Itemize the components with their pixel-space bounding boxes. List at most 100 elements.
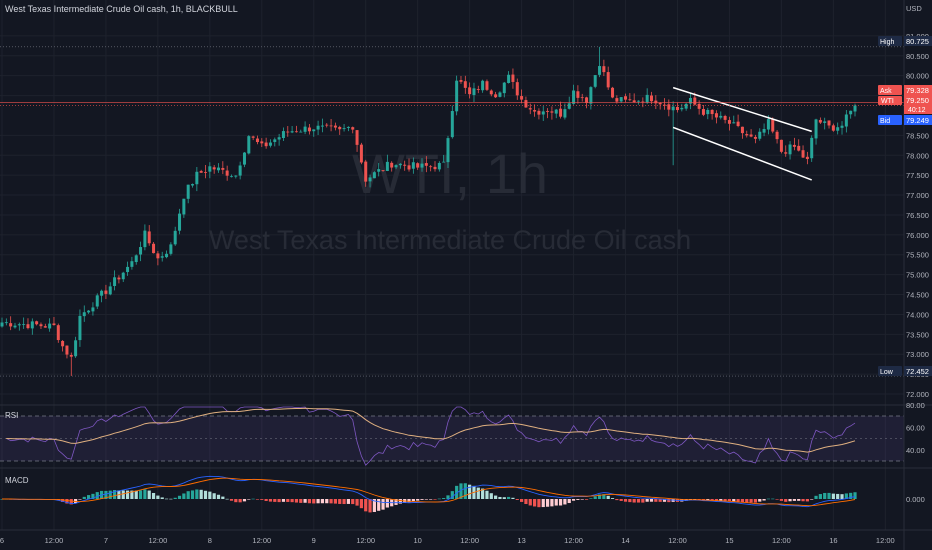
macd-histogram-bar bbox=[450, 491, 454, 499]
candle-body bbox=[186, 184, 190, 199]
candle-body bbox=[697, 103, 701, 109]
macd-histogram-bar bbox=[160, 497, 164, 499]
macd-histogram-bar bbox=[398, 499, 402, 504]
candle-body bbox=[840, 125, 844, 128]
rsi-axis: 80.00 60.00 40.00 bbox=[906, 401, 925, 455]
candle-body bbox=[17, 324, 21, 326]
macd-histogram-bar bbox=[507, 496, 511, 499]
candle-body bbox=[281, 131, 285, 139]
high-value-box bbox=[904, 36, 932, 46]
macd-histogram-bar bbox=[710, 499, 714, 501]
candle-body bbox=[853, 105, 857, 112]
candle-body bbox=[95, 295, 99, 307]
macd-histogram-bar bbox=[567, 499, 571, 504]
time-tick-label: 12:00 bbox=[668, 536, 687, 545]
candle-body bbox=[117, 277, 121, 280]
candle-body bbox=[204, 172, 208, 173]
macd-histogram-bar bbox=[182, 493, 186, 499]
price-tick-label: 73.500 bbox=[906, 330, 929, 339]
trend-channel[interactable] bbox=[672, 86, 812, 181]
price-markers: High 80.725 Ask 79.328 WTI 79.250 40:12 Bid 79.2… bbox=[878, 36, 932, 376]
currency-label: USD bbox=[906, 4, 922, 13]
macd-histogram-bar bbox=[520, 499, 524, 502]
price-tick-label: 77.000 bbox=[906, 191, 929, 200]
candle-body bbox=[139, 247, 143, 255]
macd-histogram-bar bbox=[234, 499, 238, 503]
macd-histogram-bar bbox=[554, 499, 558, 506]
macd-histogram-bar bbox=[355, 499, 359, 506]
candle-body bbox=[9, 323, 13, 327]
candle-body bbox=[688, 97, 692, 104]
macd-histogram-bar bbox=[381, 499, 385, 510]
macd-histogram-bar bbox=[186, 491, 190, 499]
macd-histogram-bar bbox=[429, 499, 433, 500]
candle-body bbox=[165, 253, 169, 258]
candle-body bbox=[242, 152, 246, 165]
macd-histogram-bar bbox=[251, 498, 255, 500]
channel-lower-line[interactable] bbox=[672, 126, 812, 181]
candle-body bbox=[615, 98, 619, 102]
candle-body bbox=[268, 142, 272, 146]
candle-body bbox=[706, 109, 710, 115]
candle-body bbox=[827, 120, 831, 126]
candle-body bbox=[333, 125, 337, 128]
candle-body bbox=[606, 72, 610, 88]
macd-histogram-bar bbox=[190, 490, 195, 499]
candle-body bbox=[368, 177, 372, 182]
macd-histogram-bar bbox=[0, 499, 4, 500]
macd-histogram-bar bbox=[420, 499, 424, 500]
macd-histogram-bar bbox=[593, 496, 597, 499]
macd-histogram-bar bbox=[268, 499, 273, 502]
bid-tag-label: Bid bbox=[880, 118, 890, 125]
macd-histogram-bar bbox=[286, 499, 290, 502]
watermark-name: West Texas Intermediate Crude Oil cash bbox=[209, 225, 691, 255]
macd-histogram-bar bbox=[541, 499, 545, 508]
time-tick-label: 12:00 bbox=[252, 536, 271, 545]
macd-histogram-bar bbox=[706, 499, 710, 501]
candle-body bbox=[320, 125, 324, 127]
macd-histogram-bar bbox=[615, 499, 619, 501]
macd-histogram-bar bbox=[134, 490, 138, 499]
macd-histogram-bar bbox=[325, 499, 329, 504]
time-tick-label: 12:00 bbox=[45, 536, 64, 545]
candle-body bbox=[459, 80, 463, 82]
macd-histogram-bar bbox=[238, 499, 242, 503]
candle-body bbox=[294, 131, 298, 133]
candle-body bbox=[43, 326, 47, 328]
candle-body bbox=[52, 323, 56, 326]
candle-body bbox=[831, 125, 835, 131]
macd-histogram-bar bbox=[277, 499, 281, 503]
channel-upper-line[interactable] bbox=[672, 86, 812, 133]
candle-body bbox=[658, 102, 662, 105]
macd-tick-zero: 0.000 bbox=[906, 495, 925, 504]
candle-body bbox=[143, 230, 147, 248]
macd-histogram-bar bbox=[424, 499, 428, 500]
macd-histogram-bar bbox=[169, 498, 173, 500]
candle-body bbox=[485, 81, 489, 90]
candle-body bbox=[727, 120, 731, 124]
candle-body bbox=[178, 213, 182, 231]
candle-body bbox=[624, 96, 628, 100]
candle-body bbox=[849, 110, 853, 115]
candle-body bbox=[13, 325, 17, 328]
time-tick-label: 12:00 bbox=[148, 536, 167, 545]
candle-body bbox=[199, 171, 203, 173]
candle-body bbox=[572, 90, 576, 104]
macd-histogram-bar bbox=[784, 499, 788, 502]
candle-body bbox=[381, 170, 385, 171]
candle-body bbox=[126, 266, 130, 273]
time-axis[interactable]: 6 12:00 7 12:00 8 12:00 9 12:00 10 12:00 13 12:00 14… bbox=[0, 536, 895, 545]
macd-histogram-bar bbox=[727, 499, 732, 502]
macd-histogram-bar bbox=[849, 492, 853, 499]
macd-histogram-bar bbox=[156, 495, 160, 499]
macd-histogram-bar bbox=[394, 499, 398, 505]
candle-body bbox=[351, 127, 355, 130]
candle-body bbox=[814, 119, 818, 139]
time-tick-label: 16 bbox=[829, 536, 837, 545]
candle-body bbox=[710, 109, 714, 115]
macd-histogram-bar bbox=[805, 499, 809, 502]
macd-histogram-bar bbox=[494, 495, 498, 499]
candle-body bbox=[69, 355, 73, 357]
candle-body bbox=[619, 97, 623, 102]
macd-histogram-bar bbox=[338, 499, 342, 504]
